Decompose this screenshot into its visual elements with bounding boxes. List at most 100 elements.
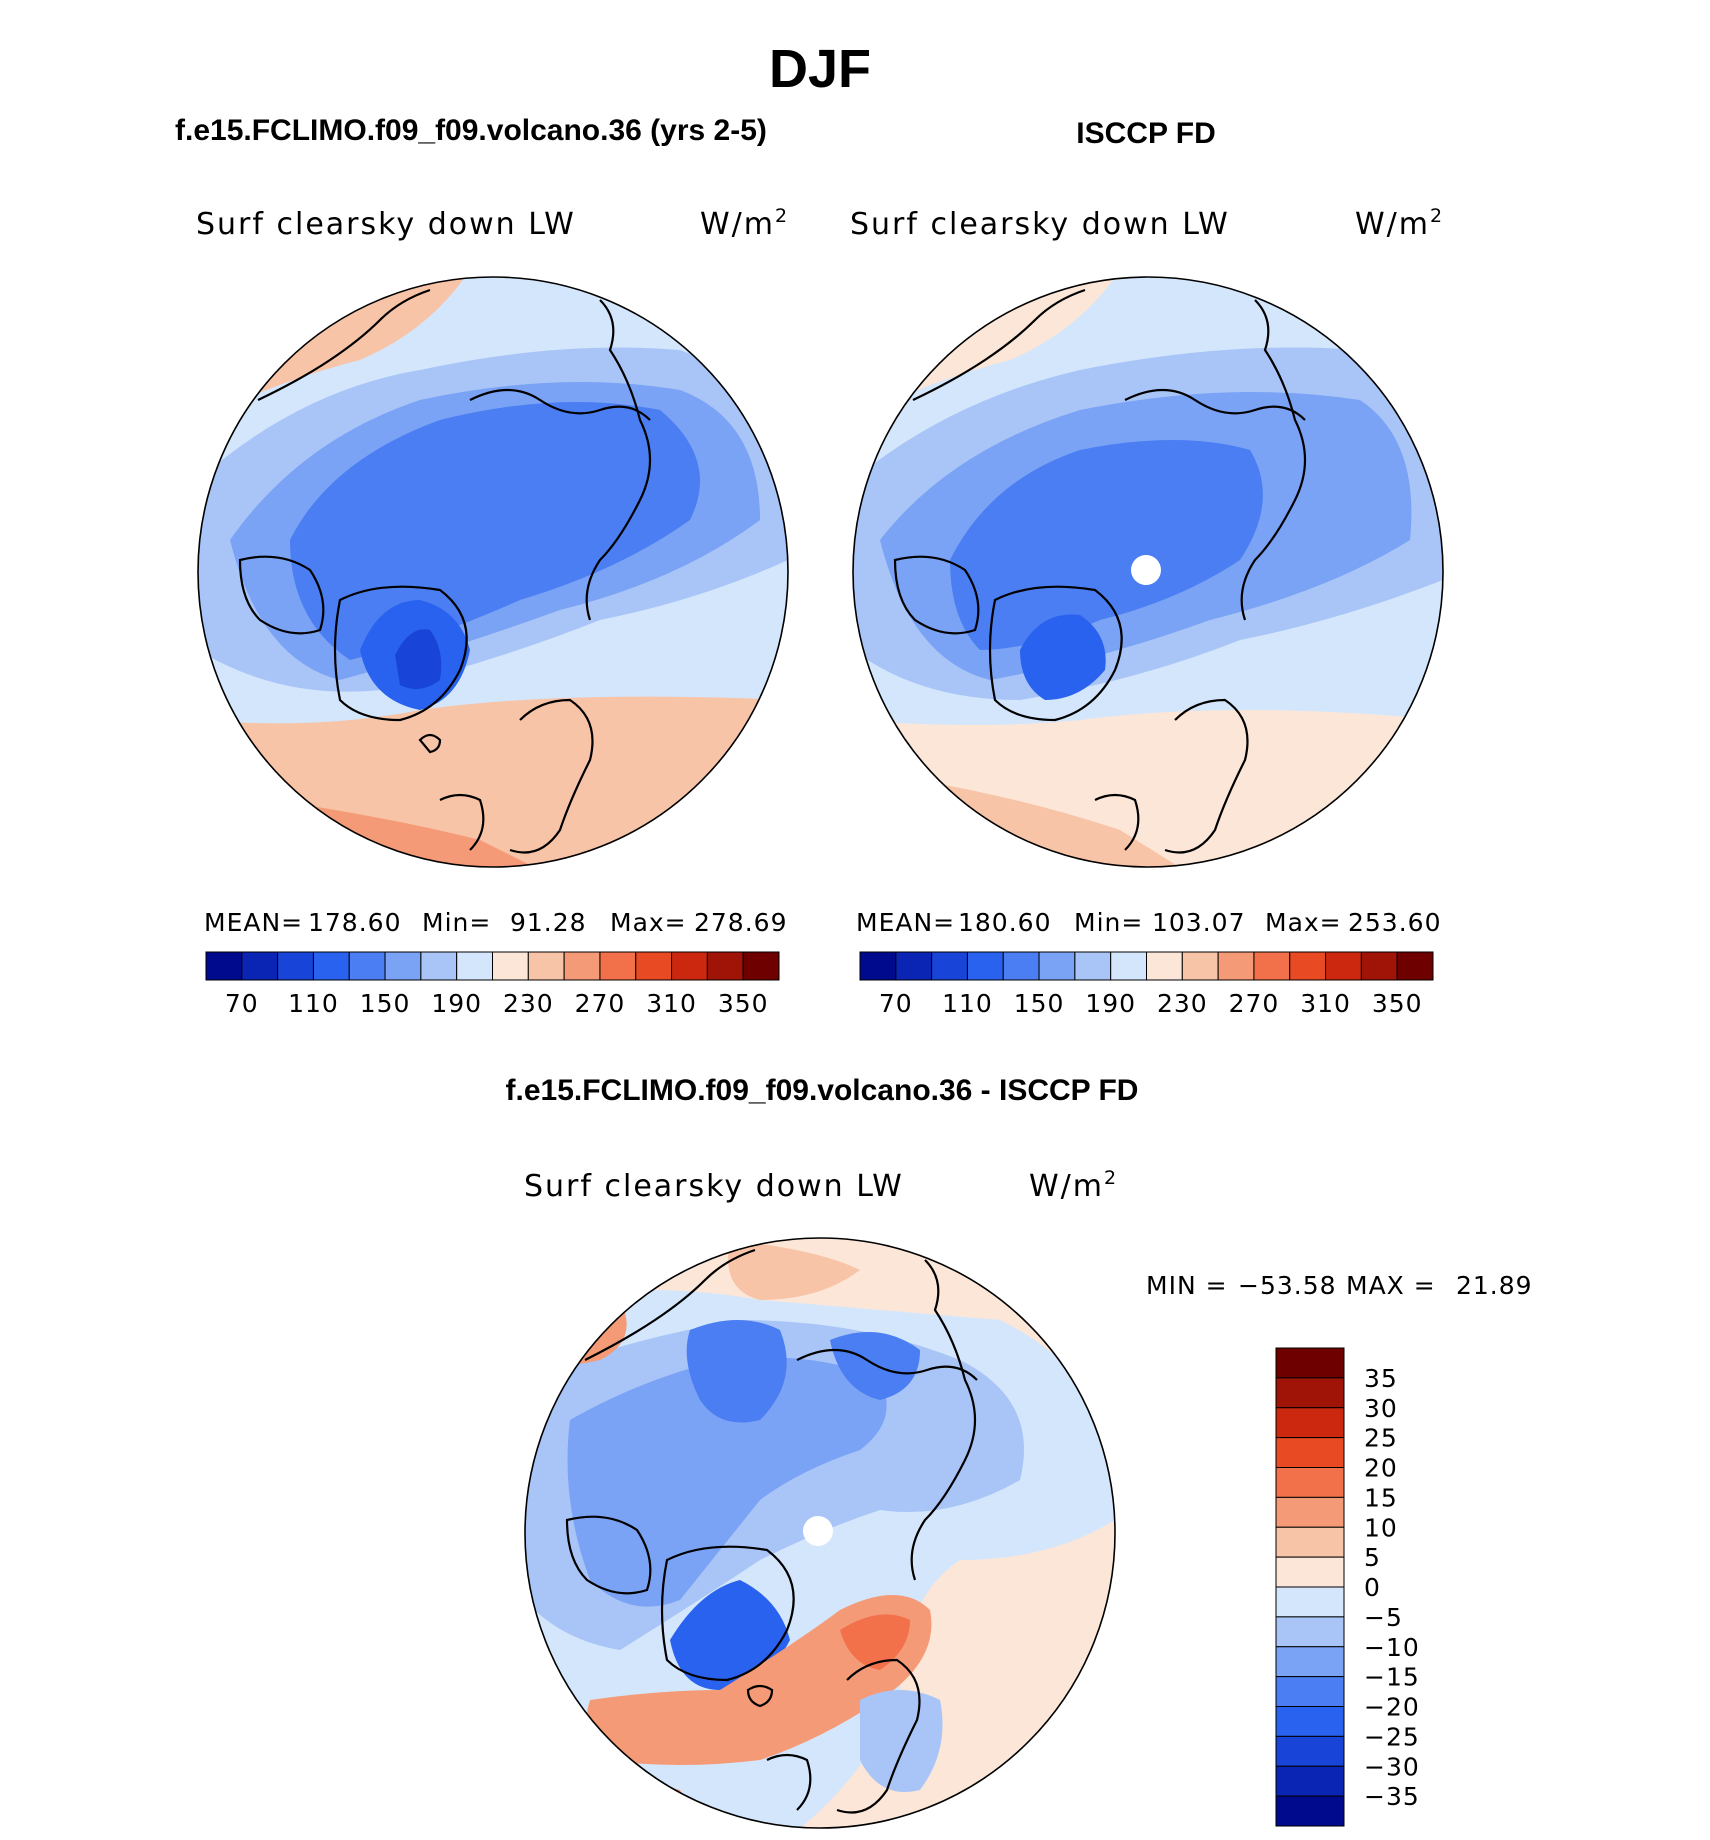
stat-min-label-obs: Min= bbox=[1074, 908, 1143, 937]
colorbar-tick-label: 0 bbox=[1364, 1573, 1381, 1602]
polar-map-model bbox=[197, 276, 789, 868]
colorbar-swatch bbox=[205, 951, 243, 981]
main-title: DJF bbox=[769, 39, 871, 99]
colorbar-swatch bbox=[1275, 1407, 1345, 1439]
colorbar-swatch bbox=[1360, 951, 1398, 981]
stats-model: MEAN= 178.60 Min= 91.28 Max= 278.69 bbox=[204, 908, 787, 937]
panel-diff-units: W/m2 bbox=[1029, 1167, 1118, 1204]
panel-obs-variable: Surf clearsky down LW bbox=[850, 207, 1230, 242]
colorbar-swatch bbox=[859, 951, 897, 981]
colorbar-swatch bbox=[1181, 951, 1219, 981]
colorbar-swatch bbox=[1002, 951, 1040, 981]
colorbar-swatch bbox=[742, 951, 780, 981]
colorbar-swatch bbox=[1146, 951, 1183, 981]
colorbar-tick-label: 30 bbox=[1364, 1394, 1398, 1423]
colorbar-tick-label: 310 bbox=[1300, 989, 1351, 1018]
colorbar-tick-label: −10 bbox=[1364, 1633, 1420, 1662]
field-deep-blue-north-diff bbox=[686, 1320, 787, 1423]
colorbar-swatch bbox=[1275, 1646, 1345, 1678]
colorbar-tick-label: 190 bbox=[1085, 989, 1136, 1018]
colorbar-swatch bbox=[1275, 1735, 1345, 1767]
colorbar-swatch bbox=[1275, 1526, 1345, 1558]
colorbar-tick-label: −15 bbox=[1364, 1663, 1420, 1692]
panel-diff-units-base: W/m bbox=[1029, 1169, 1104, 1204]
stat-max-value-model: 278.69 bbox=[694, 908, 787, 937]
stat-mean-value-obs: 180.60 bbox=[958, 908, 1051, 937]
colorbar-tick-label: 10 bbox=[1364, 1513, 1398, 1542]
colorbar-swatch bbox=[671, 951, 708, 981]
colorbar-tick-label: −20 bbox=[1364, 1693, 1420, 1722]
panel-model-units-base: W/m bbox=[700, 207, 775, 242]
panel-model-units-exp: 2 bbox=[775, 205, 789, 227]
colorbar-tick-label: −30 bbox=[1364, 1752, 1420, 1781]
colorbar-swatch bbox=[1275, 1437, 1345, 1469]
colorbar-swatch bbox=[1110, 951, 1147, 981]
colorbar-swatch bbox=[1074, 951, 1112, 981]
colorbar-swatch bbox=[931, 951, 968, 981]
colorbar-swatch bbox=[599, 951, 637, 981]
colorbar-swatch bbox=[1275, 1706, 1345, 1737]
panel-model-variable: Surf clearsky down LW bbox=[196, 207, 576, 242]
colorbar-tick-label: 230 bbox=[503, 989, 554, 1018]
colorbar-swatch bbox=[277, 951, 314, 981]
colorbar-obs: 70 110 150 190 230 270 310 350 bbox=[859, 951, 1434, 1018]
colorbar-tick-label: 270 bbox=[1229, 989, 1280, 1018]
colorbar-tick-label: −5 bbox=[1364, 1603, 1403, 1632]
colorbar-tick-label: 150 bbox=[360, 989, 411, 1018]
polar-map-obs bbox=[852, 276, 1444, 868]
colorbar-swatch bbox=[348, 951, 386, 981]
colorbar-swatch bbox=[706, 951, 744, 981]
colorbar-tick-label: 230 bbox=[1157, 989, 1208, 1018]
missing-data-pole-diff bbox=[803, 1516, 833, 1546]
stat-max-value-diff: 21.89 bbox=[1456, 1271, 1533, 1300]
stat-min-label-diff: MIN = bbox=[1146, 1271, 1228, 1300]
panel-obs-title: ISCCP FD bbox=[1076, 117, 1215, 150]
panel-diff-units-exp: 2 bbox=[1104, 1167, 1118, 1189]
colorbar-swatch bbox=[312, 951, 350, 981]
colorbar-swatch bbox=[420, 951, 458, 981]
panel-diff-title: f.e15.FCLIMO.f09_f09.volcano.36 - ISCCP … bbox=[506, 1074, 1139, 1107]
colorbar-swatch bbox=[1275, 1676, 1345, 1708]
panel-model-title: f.e15.FCLIMO.f09_f09.volcano.36 (yrs 2-5… bbox=[175, 114, 767, 147]
colorbar-tick-label: 270 bbox=[575, 989, 626, 1018]
colorbar-tick-label: 350 bbox=[1372, 989, 1423, 1018]
coastlines-diff bbox=[565, 1248, 978, 1814]
stats-obs: MEAN= 180.60 Min= 103.07 Max= 253.60 bbox=[856, 908, 1440, 937]
colorbar-swatch bbox=[1038, 951, 1076, 981]
colorbar-tick-label: 35 bbox=[1364, 1364, 1398, 1393]
colorbar-swatch bbox=[1275, 1467, 1345, 1498]
colorbar-swatch bbox=[966, 951, 1004, 981]
colorbar-tick-label: 25 bbox=[1364, 1424, 1398, 1453]
colorbar-tick-label: 350 bbox=[718, 989, 769, 1018]
colorbar-swatch bbox=[527, 951, 565, 981]
colorbar-swatch bbox=[1275, 1586, 1345, 1618]
field-blue-model bbox=[290, 402, 700, 660]
panel-obs-units-exp: 2 bbox=[1430, 205, 1444, 227]
stat-mean-label-model: MEAN= bbox=[204, 908, 303, 937]
field-blue-obs bbox=[950, 440, 1263, 650]
stat-mean-label-obs: MEAN= bbox=[856, 908, 955, 937]
colorbar-model: 70 110 150 190 230 270 310 350 bbox=[205, 951, 780, 1018]
stat-min-value-diff: −53.58 bbox=[1238, 1271, 1337, 1300]
field-warm-atlantic-core-diff bbox=[840, 1614, 910, 1670]
colorbar-swatch bbox=[456, 951, 494, 981]
panel-diff-variable: Surf clearsky down LW bbox=[524, 1169, 904, 1204]
stat-max-label-model: Max= bbox=[610, 908, 687, 937]
polar-map-diff bbox=[524, 1237, 1116, 1829]
stat-min-label-model: Min= bbox=[422, 908, 491, 937]
field-deepest-blue-model bbox=[395, 629, 442, 689]
panel-obs-units-base: W/m bbox=[1355, 207, 1430, 242]
colorbar-swatch bbox=[1289, 951, 1327, 981]
colorbar-swatch bbox=[563, 951, 601, 981]
colorbar-swatch bbox=[1275, 1496, 1345, 1528]
stat-min-value-model: 91.28 bbox=[510, 908, 587, 937]
colorbar-swatch bbox=[1275, 1795, 1345, 1827]
colorbar-tick-label: −25 bbox=[1364, 1722, 1420, 1751]
stat-min-value-obs: 103.07 bbox=[1152, 908, 1245, 937]
colorbar-tick-label: 310 bbox=[646, 989, 697, 1018]
colorbar-swatch bbox=[492, 951, 529, 981]
field-scandinavia-diff bbox=[860, 1690, 943, 1792]
colorbar-tick-label: 20 bbox=[1364, 1454, 1398, 1483]
